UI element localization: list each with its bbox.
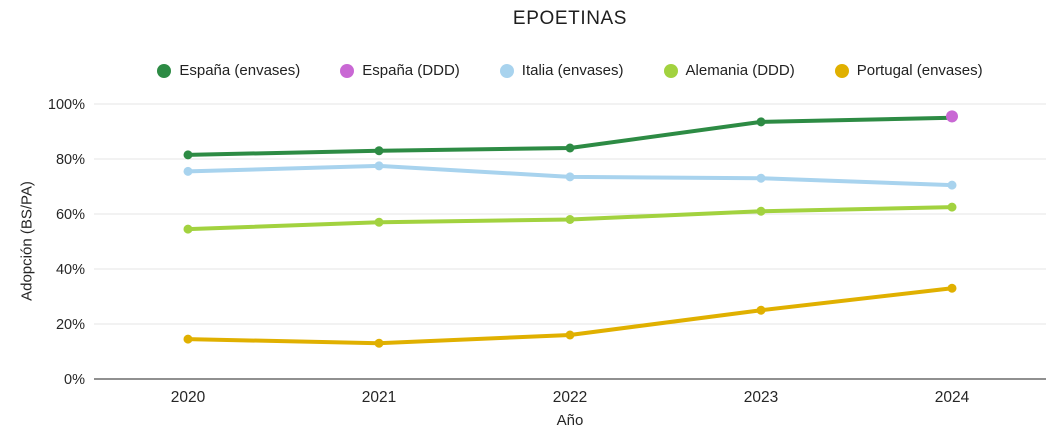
y-axis-title: Adopción (BS/PA) [18, 181, 36, 301]
legend-item-alemania-ddd[interactable]: Alemania (DDD) [663, 62, 795, 79]
chart-title: EPOETINAS [512, 8, 628, 29]
data-point-portugal-envases [374, 338, 384, 348]
x-tick-label: 2023 [744, 389, 778, 406]
y-tick-label: 60% [56, 207, 85, 223]
data-point-alemania-ddd [374, 217, 384, 227]
data-point-italia-envases [374, 161, 384, 171]
y-tick-label: 80% [56, 152, 85, 168]
legend-marker-icon [834, 63, 849, 78]
data-point-italia-envases [756, 173, 766, 183]
data-point-italia-envases [183, 166, 193, 176]
data-point-portugal-envases [947, 283, 957, 293]
legend-marker-icon [340, 63, 355, 78]
y-tick-label: 0% [64, 372, 85, 388]
legend-item-label: Portugal (envases) [856, 62, 983, 79]
legend-marker-icon [663, 63, 678, 78]
x-axis-title: Año [556, 412, 584, 429]
x-tick-label: 2022 [553, 389, 587, 406]
x-tick-label: 2024 [935, 389, 970, 406]
data-point-portugal-envases [756, 305, 766, 315]
legend-item-label: España (DDD) [362, 62, 460, 79]
legend-item-label: España (envases) [179, 62, 301, 79]
legend-item-italia-envases[interactable]: Italia (envases) [499, 62, 624, 79]
data-point-italia-envases [565, 172, 575, 182]
legend-item-espana-envases[interactable]: España (envases) [157, 62, 300, 79]
legend-marker-icon [157, 63, 172, 78]
legend-marker-icon [499, 63, 514, 78]
data-point-portugal-envases [565, 330, 575, 340]
legend-item-espana-ddd[interactable]: España (DDD) [340, 62, 460, 79]
data-point-espana-envases [565, 143, 575, 153]
chart-legend: España (envases) España (DDD) Italia (enva… [94, 62, 1046, 79]
data-point-portugal-envases [183, 334, 193, 344]
legend-item-label: Italia (envases) [521, 62, 624, 79]
data-point-alemania-ddd [947, 202, 957, 212]
y-tick-label: 40% [56, 262, 85, 278]
x-tick-label: 2021 [362, 389, 396, 406]
data-point-espana-ddd [946, 110, 958, 123]
data-point-italia-envases [947, 180, 957, 190]
y-tick-label: 20% [56, 317, 85, 333]
data-point-alemania-ddd [183, 224, 193, 234]
data-point-espana-envases [756, 117, 766, 127]
data-point-alemania-ddd [756, 206, 766, 216]
data-point-espana-envases [183, 150, 193, 160]
y-tick-label: 100% [48, 97, 85, 113]
x-tick-label: 2020 [171, 389, 206, 406]
legend-item-portugal-envases[interactable]: Portugal (envases) [834, 62, 983, 79]
legend-item-label: Alemania (DDD) [685, 62, 795, 79]
data-point-alemania-ddd [565, 215, 575, 224]
data-point-espana-envases [374, 146, 384, 156]
